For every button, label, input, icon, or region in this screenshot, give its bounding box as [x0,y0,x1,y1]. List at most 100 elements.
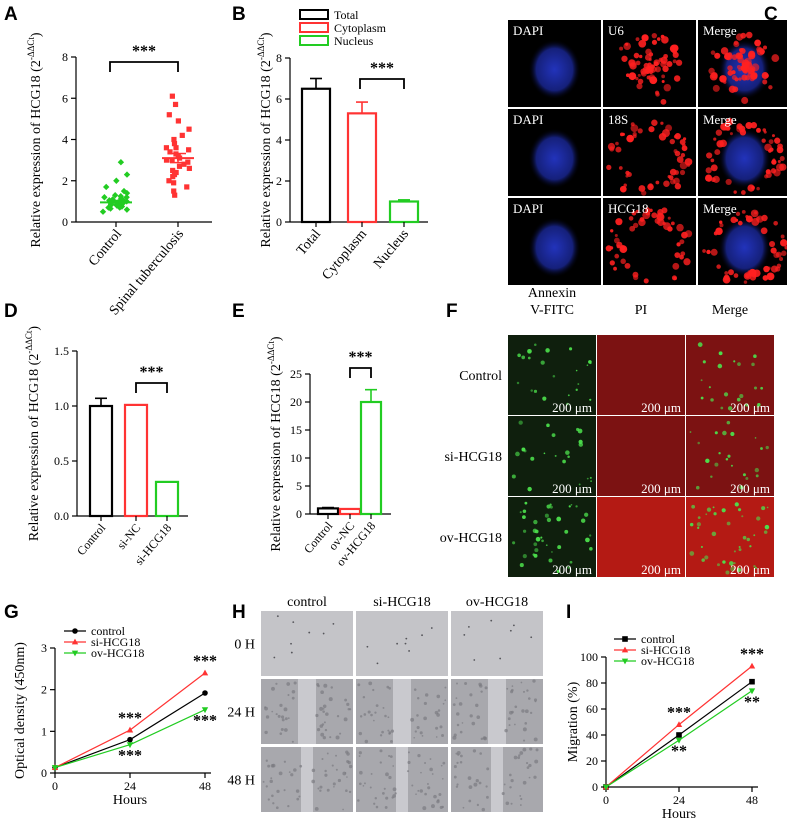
i-legend-label: si-HCG18 [641,643,690,657]
h-cell [373,802,376,805]
h-cell [511,685,514,687]
f-scale-label: 200 μm [730,562,770,577]
f-green-cell [695,485,700,490]
i-y-tick-label: 80 [586,676,598,690]
c-red-signal [780,239,787,247]
f-green-cell [696,522,702,527]
c-red-signal [736,123,743,130]
h-cell [390,729,395,733]
c-red-signal [773,220,778,226]
h-cell [384,714,387,718]
f-green-cell [725,457,729,461]
panel-f-micrographs: Annexin V-FITC PI Merge Control 200 μm 200 μm 2… [440,286,774,577]
h-cell [464,681,468,685]
g-marker [201,707,209,714]
c-red-signal [619,46,624,51]
h-cell [453,733,457,737]
c-red-signal [625,170,630,176]
f-green-cell [723,392,729,397]
h-cell [319,706,324,711]
c-red-signal [723,80,727,84]
h-cell [387,729,390,732]
h-cell [455,785,459,788]
h-cell [392,787,397,792]
f-green-cell [584,512,589,517]
c-red-signal [615,141,619,146]
f-green-cell [575,388,578,392]
c-red-signal [636,83,643,90]
h-cell [421,734,424,737]
h-cell [441,734,445,737]
g-legend-marker [72,628,78,634]
c-red-signal [771,159,777,165]
c-red-signal [651,212,658,219]
h-cell [335,768,338,771]
h-cell [440,764,443,767]
c-nucleus [718,217,771,278]
a-point-0 [111,191,119,199]
c-red-signal [727,51,733,58]
c-red-signal [680,251,686,257]
h-cell [320,690,324,695]
h-cell [319,789,322,792]
c-red-signal [756,215,764,223]
panel-c-micrographs: DAPI U6 Merge DAPI 18S Merge DAPI HCG18 Merge [508,20,787,285]
h-cell [475,779,479,783]
g-marker [51,765,59,771]
f-green-cell [527,356,531,360]
c-red-signal [771,134,775,138]
f-green-cell [590,480,592,482]
f-green-cell [521,355,526,360]
h-cell [379,761,382,764]
h-cell [522,780,527,785]
h-cell [510,688,514,692]
f-green-cell [578,439,583,444]
c-red-signal [775,251,782,258]
h-cell [485,785,488,788]
a-point-0 [101,194,108,201]
f-green-cell [718,452,721,455]
f-green-cell [532,528,538,533]
h-cell [290,773,294,777]
f-green-cell [712,506,715,509]
f-green-cell [766,506,769,509]
f-green-cell [755,474,759,478]
i-y-tick-label: 0 [592,780,598,794]
c-red-signal [645,210,651,216]
c-red-signal [714,149,721,156]
f-green-cell [764,524,770,530]
h-row-label: 48 H [227,774,255,789]
c-red-signal [648,126,655,133]
h-cell [523,739,526,742]
chart-e: 0 5 10 15 20 25 Relative expression of HCG18 (… [266,336,391,569]
b-bar [388,200,420,224]
c-red-signal [773,169,781,177]
h-cell [264,730,268,735]
h-cell [526,689,529,692]
f-scale-label: 200 μm [730,481,770,496]
c-red-signal [754,211,758,215]
a-point-1 [185,159,191,165]
f-green-cell [544,513,549,518]
f-green-cell [760,447,763,450]
i-y-label: Migration (%) [566,681,581,762]
h-cell [345,789,348,793]
h-debris [290,651,293,654]
c-red-signal [632,271,639,278]
f-green-cell [533,542,538,547]
c-red-signal [663,180,670,187]
h-column-header: control [287,595,327,610]
f-green-cell [736,567,742,573]
f-green-cell [737,508,742,512]
c-red-signal [632,134,637,139]
c-red-signal [756,186,760,191]
d-y-label: Relative expression of HCG18 (2-ΔΔCt) [24,326,42,542]
h-cell [533,737,538,742]
c-red-signal [745,273,750,279]
h-cell [455,697,458,700]
h-cell [293,681,297,685]
h-cell [385,772,389,777]
c-red-signal [635,76,639,81]
a-y-label: Relative expression of HCG18 (2-ΔΔCt) [26,32,44,248]
a-point-1 [169,93,175,99]
